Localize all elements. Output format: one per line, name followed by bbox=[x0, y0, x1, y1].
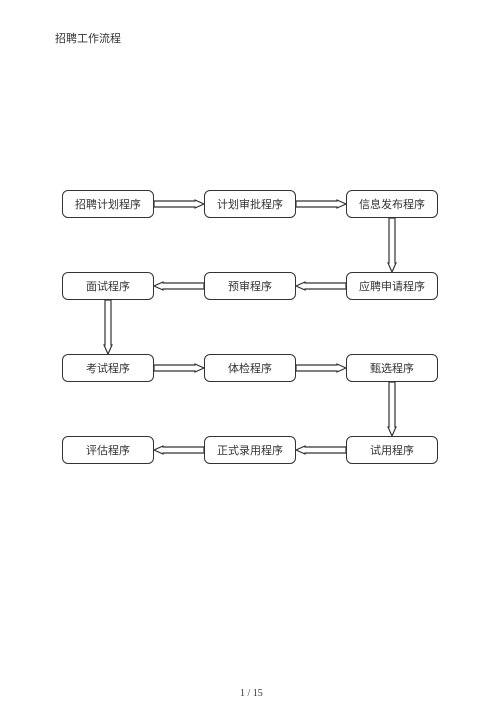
flow-node: 面试程序 bbox=[62, 272, 154, 300]
flow-node: 招聘计划程序 bbox=[62, 190, 154, 218]
page-title: 招聘工作流程 bbox=[55, 30, 121, 46]
flow-node: 正式录用程序 bbox=[204, 436, 296, 464]
flow-node: 评估程序 bbox=[62, 436, 154, 464]
flow-node: 应聘申请程序 bbox=[346, 272, 438, 300]
flow-node: 体检程序 bbox=[204, 354, 296, 382]
flow-node: 计划审批程序 bbox=[204, 190, 296, 218]
page-number: 1 / 15 bbox=[240, 688, 263, 699]
flow-node: 试用程序 bbox=[346, 436, 438, 464]
flow-node: 甄选程序 bbox=[346, 354, 438, 382]
flow-node: 信息发布程序 bbox=[346, 190, 438, 218]
flow-node: 考试程序 bbox=[62, 354, 154, 382]
flow-node: 预审程序 bbox=[204, 272, 296, 300]
